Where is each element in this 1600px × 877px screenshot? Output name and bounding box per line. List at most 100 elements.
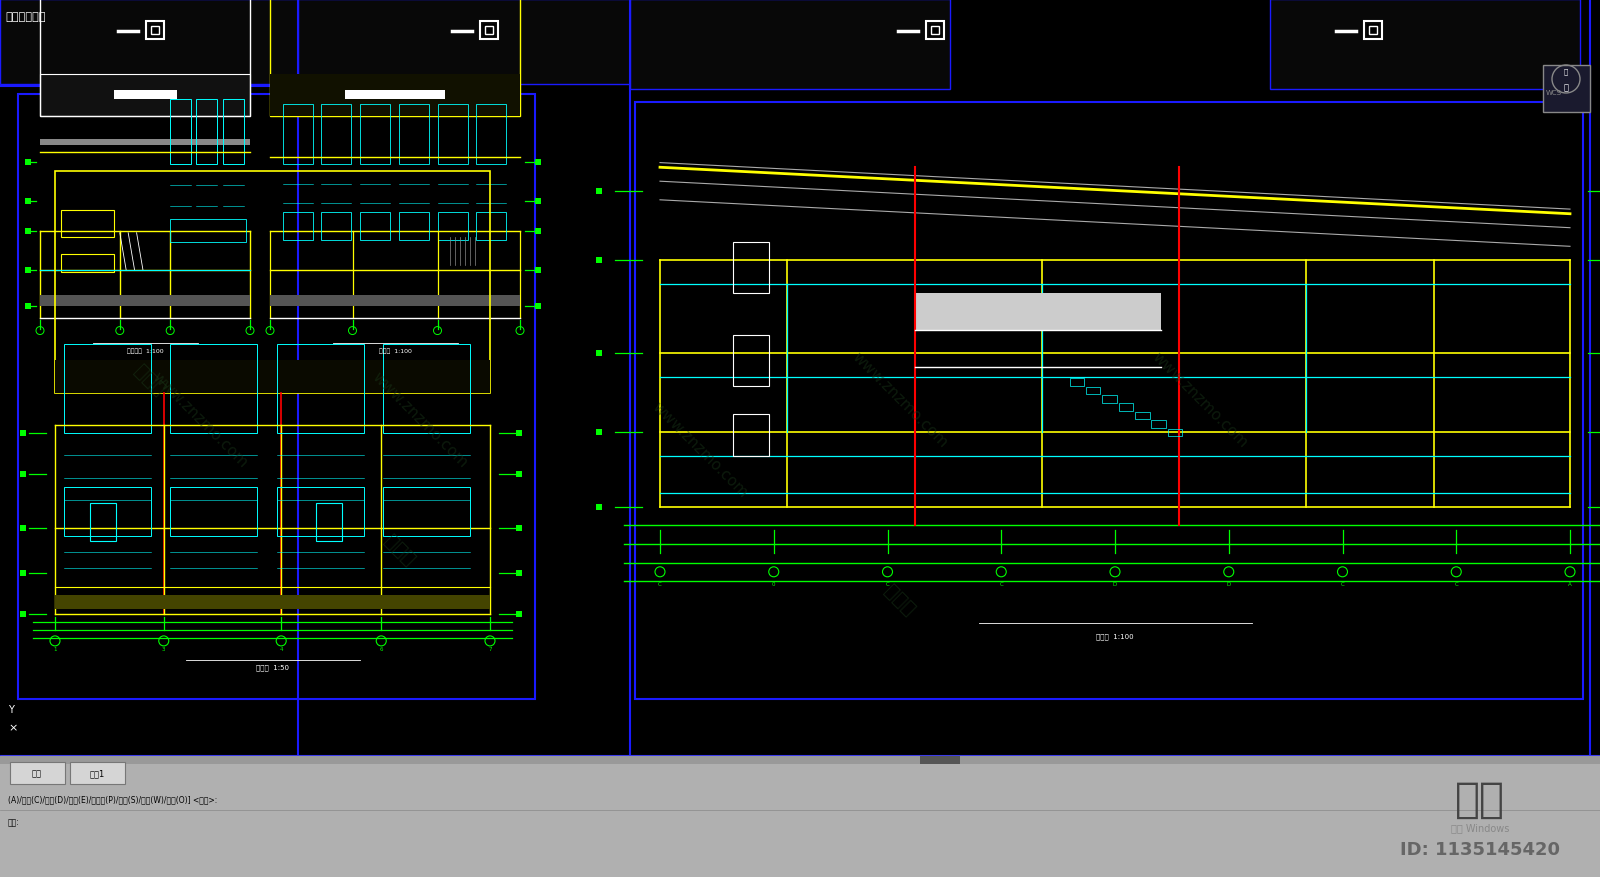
Bar bbox=[54, 172, 490, 393]
Bar bbox=[733, 414, 770, 456]
Text: 1: 1 bbox=[53, 646, 56, 652]
Text: ×: × bbox=[8, 722, 18, 732]
Text: 西: 西 bbox=[1563, 83, 1568, 92]
Bar bbox=[114, 91, 176, 100]
Bar bbox=[534, 198, 541, 204]
Bar bbox=[21, 611, 26, 617]
Bar bbox=[317, 503, 342, 541]
Bar bbox=[222, 100, 243, 165]
Bar bbox=[1270, 0, 1581, 90]
Bar bbox=[398, 105, 429, 165]
Bar bbox=[384, 345, 470, 433]
Text: 历展图  1:100: 历展图 1:100 bbox=[1096, 632, 1134, 638]
Bar bbox=[170, 345, 258, 433]
Bar bbox=[40, 0, 250, 117]
Bar bbox=[1086, 388, 1101, 395]
Bar bbox=[150, 27, 158, 35]
Bar bbox=[360, 105, 390, 165]
Bar bbox=[1379, 756, 1600, 877]
Bar bbox=[0, 0, 298, 85]
Text: C: C bbox=[1341, 581, 1344, 587]
Text: ID: 1135145420: ID: 1135145420 bbox=[1400, 840, 1560, 858]
Text: 激活 Windows: 激活 Windows bbox=[1451, 822, 1509, 832]
Text: 南: 南 bbox=[1563, 68, 1568, 75]
Text: 成山立面  1:100: 成山立面 1:100 bbox=[126, 348, 163, 354]
Bar bbox=[21, 525, 26, 531]
Bar bbox=[40, 139, 250, 146]
Text: C: C bbox=[1000, 581, 1003, 587]
Text: 知未网: 知未网 bbox=[882, 581, 918, 618]
Bar bbox=[21, 471, 26, 477]
Bar bbox=[277, 488, 363, 536]
Bar bbox=[597, 504, 602, 510]
Bar bbox=[322, 213, 352, 240]
Bar bbox=[733, 242, 770, 294]
Bar bbox=[26, 267, 32, 274]
Text: D: D bbox=[1114, 581, 1117, 587]
Text: C: C bbox=[1454, 581, 1458, 587]
Bar bbox=[360, 213, 390, 240]
Bar bbox=[26, 304, 32, 310]
Bar bbox=[398, 213, 429, 240]
Bar bbox=[534, 267, 541, 274]
Bar bbox=[54, 595, 490, 609]
Text: Y: Y bbox=[8, 704, 14, 714]
Text: D: D bbox=[1227, 581, 1230, 587]
Bar bbox=[597, 189, 602, 195]
Bar bbox=[322, 105, 352, 165]
Text: www.znzmo.com: www.znzmo.com bbox=[370, 369, 470, 470]
Text: WCS: WCS bbox=[1546, 90, 1562, 96]
Bar bbox=[1366, 25, 1379, 37]
Bar bbox=[384, 488, 470, 536]
Text: 4: 4 bbox=[280, 646, 283, 652]
Bar bbox=[597, 258, 602, 264]
Bar bbox=[597, 351, 602, 357]
Bar bbox=[480, 22, 498, 40]
Bar bbox=[1370, 27, 1378, 35]
Bar bbox=[517, 431, 522, 437]
Text: (A)/中心(C)/动态(D)/范围(E)/上一个(P)/比例(S)/窗口(W)/对象(O)] <实时>:: (A)/中心(C)/动态(D)/范围(E)/上一个(P)/比例(S)/窗口(W)… bbox=[8, 795, 218, 803]
Bar bbox=[931, 27, 939, 35]
Bar bbox=[270, 0, 520, 117]
Bar bbox=[534, 304, 541, 310]
Bar bbox=[517, 525, 522, 531]
Bar bbox=[270, 296, 520, 307]
Bar bbox=[10, 762, 66, 784]
Bar bbox=[597, 430, 602, 436]
Bar bbox=[197, 100, 218, 165]
Bar bbox=[477, 213, 506, 240]
Bar bbox=[18, 95, 534, 699]
Bar bbox=[270, 75, 520, 117]
Bar bbox=[283, 213, 312, 240]
Text: 知未网: 知未网 bbox=[381, 531, 419, 568]
Bar bbox=[61, 210, 114, 239]
Bar bbox=[0, 756, 1600, 764]
Bar bbox=[534, 228, 541, 234]
Bar bbox=[26, 228, 32, 234]
Text: 布局1: 布局1 bbox=[90, 768, 104, 778]
Bar bbox=[733, 335, 770, 387]
Bar bbox=[517, 471, 522, 477]
Bar bbox=[61, 254, 114, 273]
Bar bbox=[26, 160, 32, 165]
Text: 北立面  1:100: 北立面 1:100 bbox=[379, 348, 411, 354]
Text: www.znzmo.com: www.znzmo.com bbox=[1149, 349, 1251, 450]
Text: www.znzmo.com: www.znzmo.com bbox=[650, 399, 750, 500]
Text: 知未: 知未 bbox=[1454, 778, 1506, 820]
Bar bbox=[517, 571, 522, 577]
Text: www.znzmo.com: www.znzmo.com bbox=[850, 349, 950, 450]
Text: 0: 0 bbox=[771, 581, 776, 587]
Bar bbox=[1134, 412, 1149, 420]
Text: 模型: 模型 bbox=[32, 768, 42, 778]
Text: 时点:: 时点: bbox=[8, 817, 19, 826]
Bar bbox=[277, 345, 363, 433]
Bar bbox=[1363, 22, 1382, 40]
Bar bbox=[437, 105, 467, 165]
Bar bbox=[517, 611, 522, 617]
Bar bbox=[346, 91, 445, 100]
Text: A: A bbox=[1568, 581, 1571, 587]
Bar bbox=[477, 105, 506, 165]
Bar bbox=[64, 488, 150, 536]
Bar bbox=[40, 296, 250, 307]
Bar bbox=[485, 27, 493, 35]
